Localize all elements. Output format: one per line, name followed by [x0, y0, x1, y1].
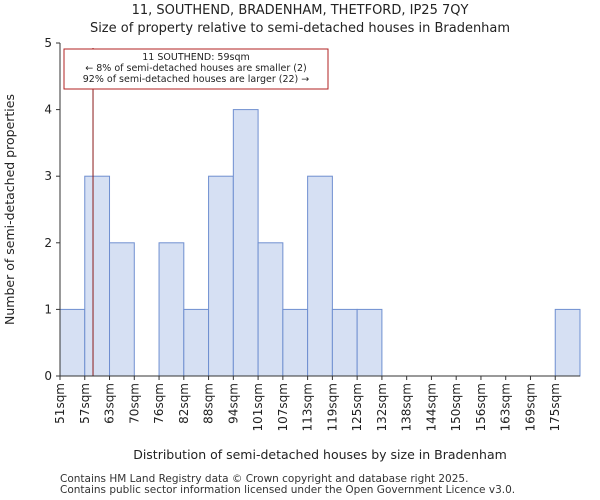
x-tick-label-132sqm: 132sqm	[375, 383, 389, 431]
bar-107sqm	[282, 308, 309, 377]
x-axis-label: Distribution of semi-detached houses by …	[133, 447, 507, 462]
bar-101sqm	[257, 242, 284, 377]
y-tick-label-0: 0	[44, 369, 52, 383]
x-tick-label-169sqm: 169sqm	[523, 383, 537, 431]
bar-82sqm	[183, 308, 210, 377]
bar-51sqm	[59, 308, 86, 377]
bar-57sqm	[84, 175, 111, 377]
bar-94sqm	[232, 109, 259, 377]
y-tick-label-3: 3	[44, 169, 52, 183]
annotation-line-3: 92% of semi-detached houses are larger (…	[83, 74, 310, 85]
x-tick-label-76sqm: 76sqm	[152, 383, 166, 424]
x-tick-label-88sqm: 88sqm	[202, 383, 216, 424]
bar-125sqm	[356, 308, 383, 377]
histogram-chart: 11 SOUTHEND: 59sqm ← 8% of semi-detached…	[2, 36, 581, 462]
x-tick-label-51sqm: 51sqm	[53, 383, 67, 424]
chart-title-address: 11, SOUTHEND, BRADENHAM, THETFORD, IP25 …	[131, 3, 469, 18]
x-tick-label-94sqm: 94sqm	[226, 383, 240, 424]
bar-63sqm	[109, 242, 135, 377]
y-axis-label: Number of semi-detached properties	[2, 94, 17, 325]
annotation-box: 11 SOUTHEND: 59sqm ← 8% of semi-detached…	[63, 48, 329, 90]
x-tick-label-150sqm: 150sqm	[449, 383, 463, 431]
annotation-line-1: 11 SOUTHEND: 59sqm	[142, 52, 249, 63]
bar-113sqm	[307, 175, 333, 377]
bar-88sqm	[208, 175, 234, 377]
x-tick-label-82sqm: 82sqm	[177, 383, 191, 424]
chart-title: Size of property relative to semi-detach…	[89, 21, 511, 36]
x-tick-label-101sqm: 101sqm	[251, 383, 265, 431]
x-ticks-group: 51sqm 57sqm 63sqm 70sqm 76sqm 82sqm 88sqm 94sqm…	[53, 376, 562, 431]
x-tick-label-57sqm: 57sqm	[78, 383, 92, 424]
x-tick-label-163sqm: 163sqm	[499, 383, 513, 431]
bar-76sqm	[158, 242, 185, 377]
y-tick-label-2: 2	[44, 236, 52, 250]
x-tick-label-144sqm: 144sqm	[424, 383, 438, 431]
y-tick-label-4: 4	[44, 103, 52, 117]
bar-175sqm	[554, 308, 581, 377]
y-tick-label-1: 1	[44, 302, 52, 316]
x-tick-label-107sqm: 107sqm	[276, 383, 290, 431]
bars-group	[59, 109, 581, 377]
y-tick-label-5: 5	[44, 36, 52, 50]
footer-licence: Contains public sector information licen…	[60, 484, 516, 496]
x-tick-label-70sqm: 70sqm	[127, 383, 141, 424]
x-tick-label-63sqm: 63sqm	[103, 383, 117, 424]
annotation-border	[63, 48, 329, 90]
x-tick-label-113sqm: 113sqm	[301, 383, 315, 431]
footer-copyright: Contains HM Land Registry data © Crown c…	[60, 473, 469, 485]
y-ticks-group: 0 1 2 3 4 5	[44, 36, 60, 383]
x-tick-label-175sqm: 175sqm	[548, 383, 562, 431]
bar-119sqm	[331, 308, 358, 377]
x-tick-label-125sqm: 125sqm	[350, 383, 364, 431]
x-tick-label-156sqm: 156sqm	[474, 383, 488, 431]
x-tick-label-119sqm: 119sqm	[325, 383, 339, 431]
axes-group	[59, 43, 580, 377]
annotation-line-2: ← 8% of semi-detached houses are smaller…	[85, 63, 306, 74]
x-tick-label-138sqm: 138sqm	[400, 383, 414, 431]
